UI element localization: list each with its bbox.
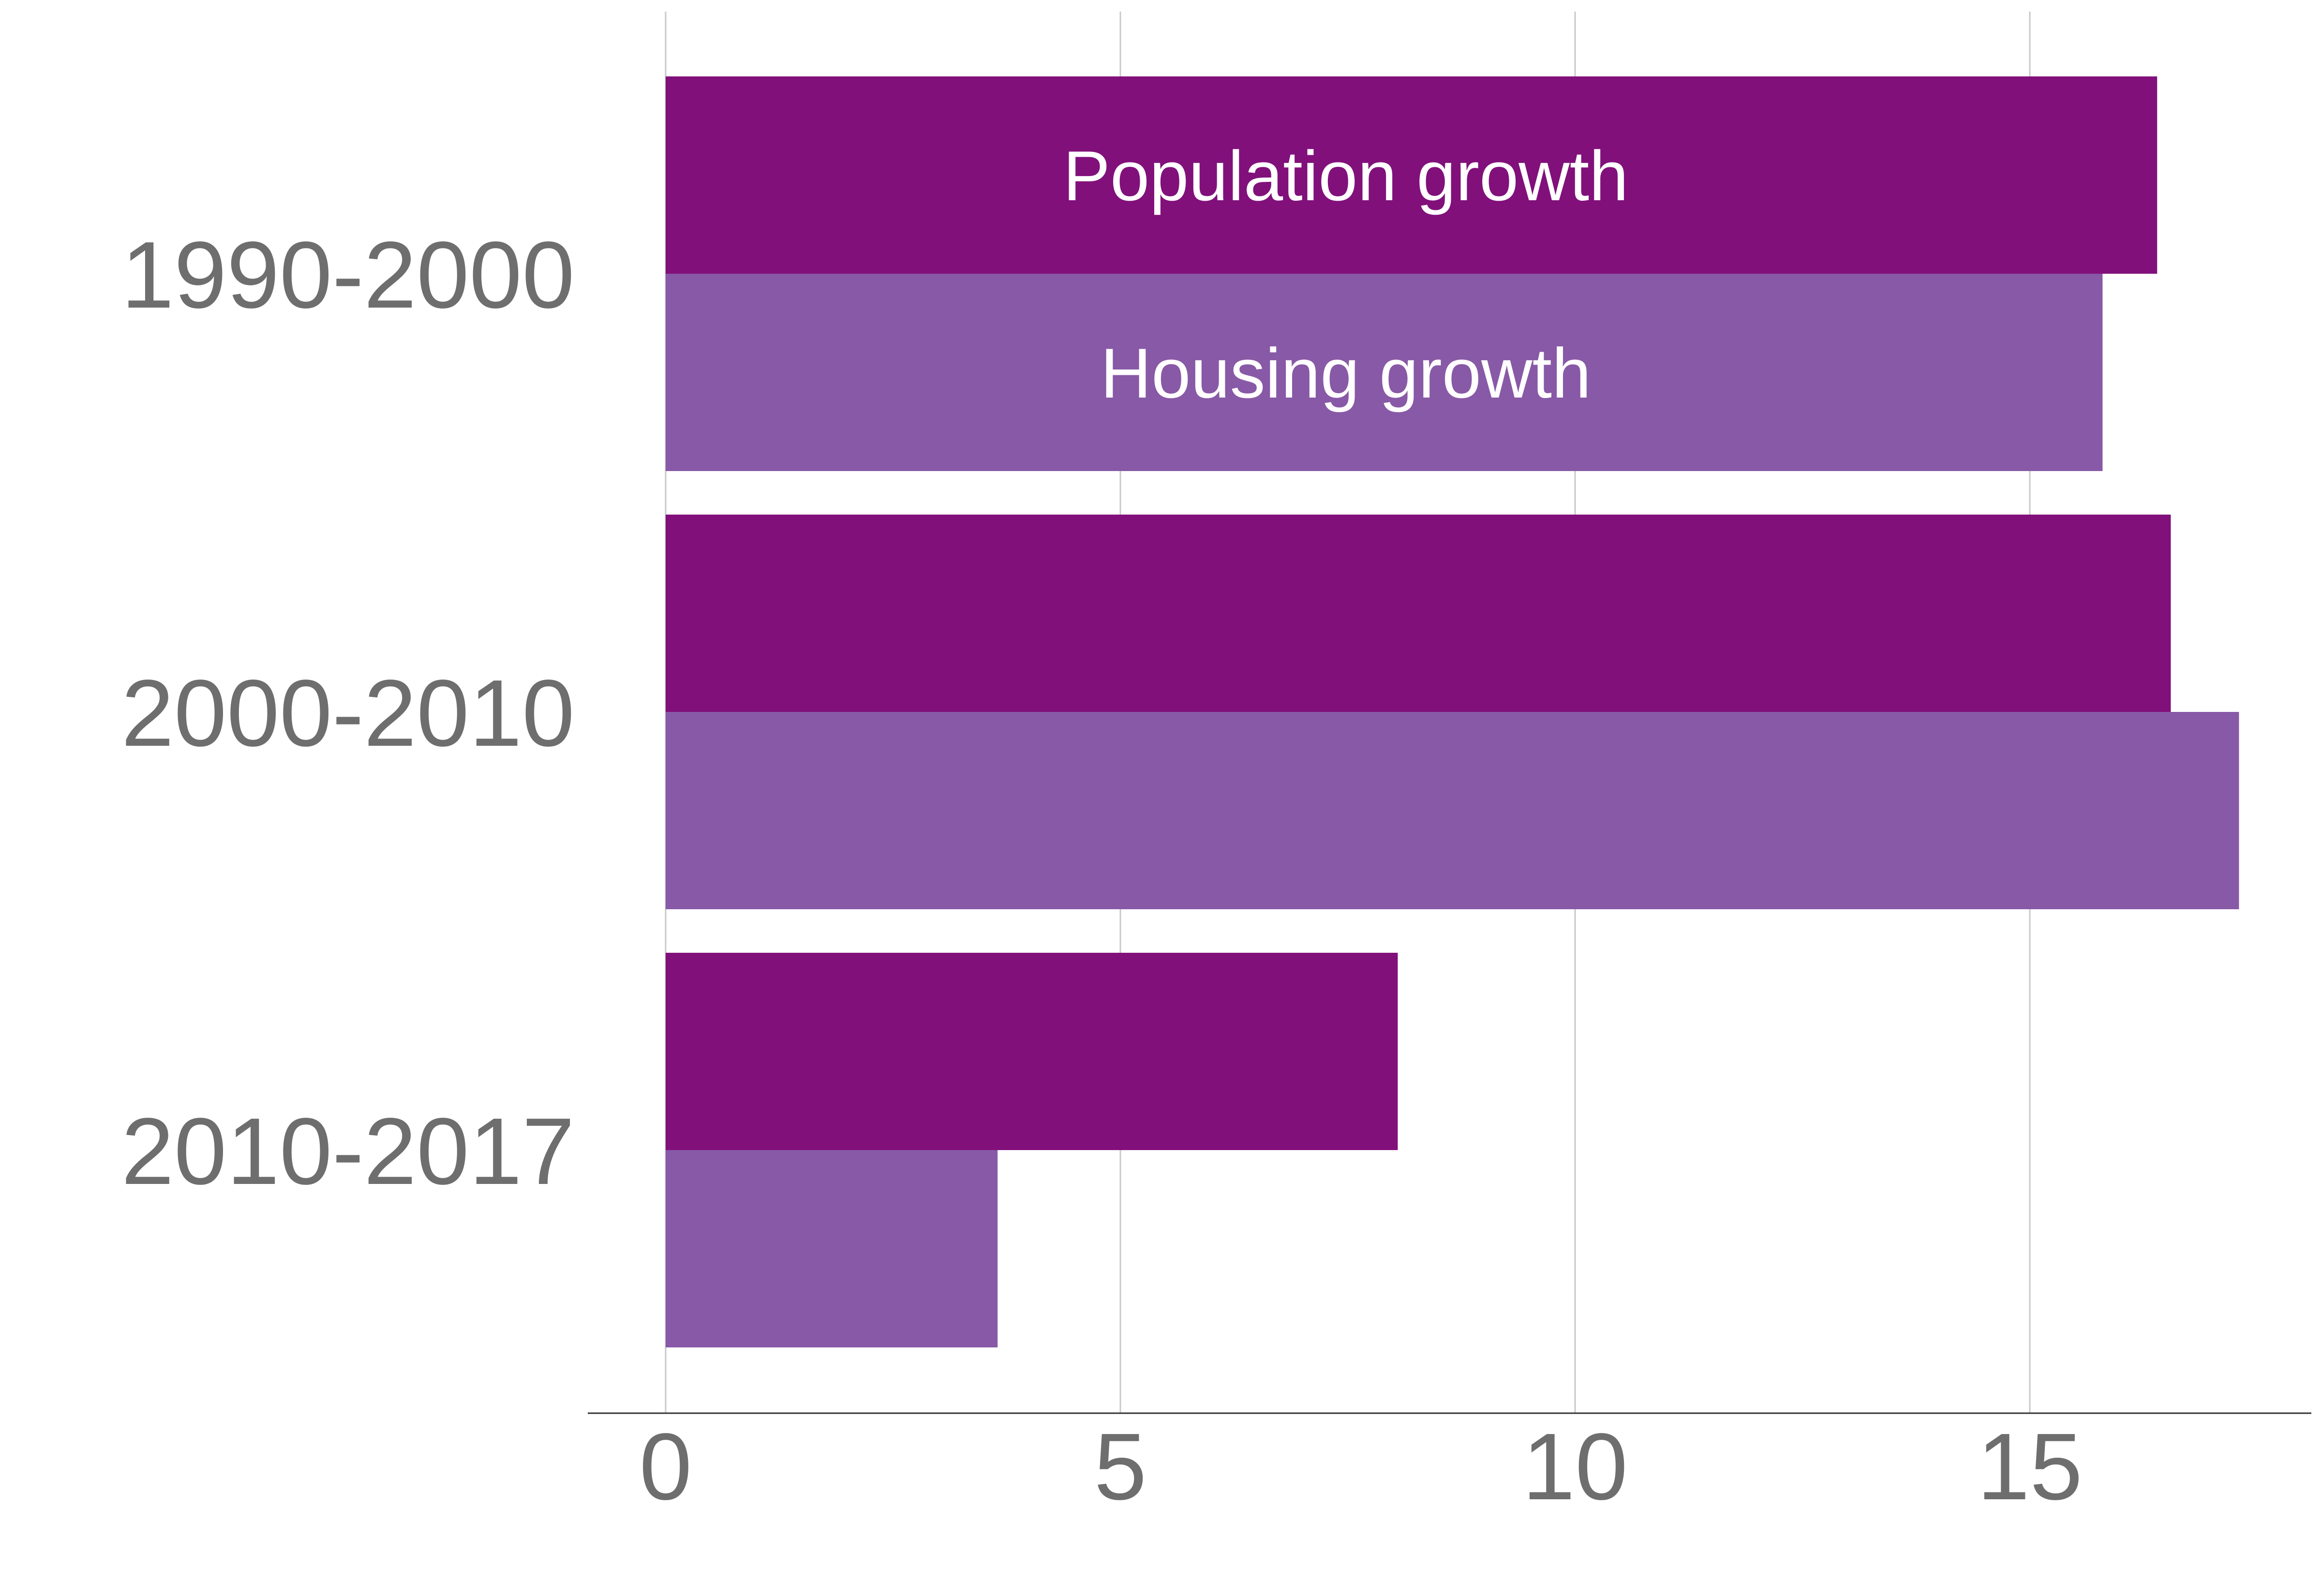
- x-tick-label-0: 0: [639, 1414, 692, 1520]
- x-axis: 0 5 10 15: [588, 1412, 2311, 1520]
- bar-2010-2017-housing-growth: [666, 1150, 998, 1347]
- bars: [666, 76, 2239, 1347]
- x-tick-label-10: 10: [1522, 1414, 1628, 1520]
- category-label-1990-2000: 1990-2000: [121, 222, 575, 328]
- bar-2000-2010-population-growth: [666, 515, 2171, 712]
- bar-1990-2000-housing-growth: [666, 274, 2103, 471]
- bar-2010-2017-population-growth: [666, 953, 1398, 1150]
- category-labels: 1990-2000 2000-2010 2010-2017: [121, 222, 575, 1204]
- x-tick-label-5: 5: [1094, 1414, 1146, 1520]
- category-label-2010-2017: 2010-2017: [121, 1098, 575, 1204]
- bar-1990-2000-population-growth: [666, 76, 2158, 274]
- series-labels: Population growth Housing growth: [1063, 136, 1629, 413]
- category-label-2000-2010: 2000-2010: [121, 660, 575, 766]
- series-label-housing-growth: Housing growth: [1101, 334, 1591, 413]
- series-label-population-growth: Population growth: [1063, 136, 1629, 215]
- bar-2000-2010-housing-growth: [666, 712, 2239, 909]
- x-tick-label-15: 15: [1977, 1414, 2083, 1520]
